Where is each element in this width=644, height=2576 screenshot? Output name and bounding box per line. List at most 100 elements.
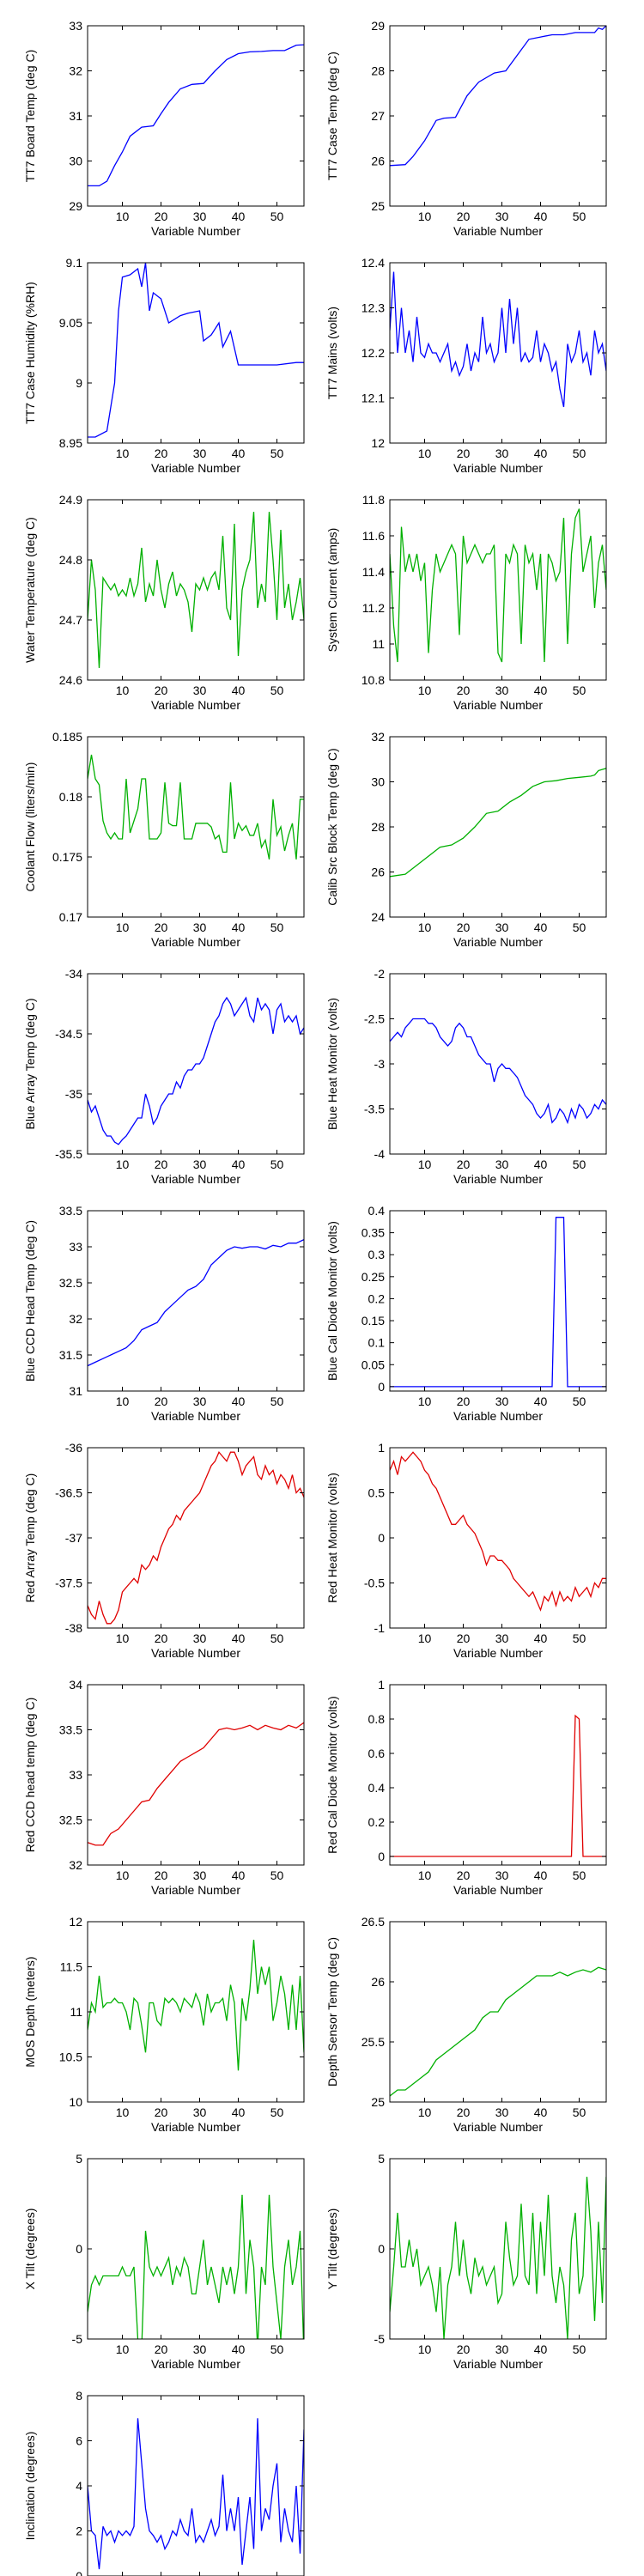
x-axis-label: Variable Number — [453, 935, 543, 949]
y-tick-label: 30 — [69, 155, 82, 168]
x-tick-label: 20 — [457, 1631, 471, 1645]
plot-frame — [87, 1210, 305, 1392]
y-tick-label: 26.5 — [361, 1915, 385, 1929]
y-axis-label: Coolant Flow (liters/min) — [23, 762, 37, 892]
x-tick-label: 10 — [116, 683, 130, 697]
series-line — [390, 1217, 606, 1388]
x-tick-label: 20 — [155, 920, 168, 934]
x-tick-label: 20 — [457, 2342, 471, 2356]
y-tick-label: 12.2 — [361, 346, 385, 360]
x-tick-label: 40 — [232, 1157, 246, 1171]
x-tick-label: 20 — [155, 2105, 168, 2119]
y-tick-label: 11.8 — [362, 493, 385, 507]
y-axis-label: TT7 Case Temp (deg C) — [325, 52, 339, 180]
x-tick-label: 20 — [457, 920, 471, 934]
y-tick-label: 0.17 — [59, 910, 82, 924]
y-tick-label: -5 — [374, 2332, 386, 2346]
x-tick-label: 10 — [418, 1157, 432, 1171]
x-tick-label: 40 — [232, 920, 246, 934]
plot-frame — [389, 1921, 607, 2103]
x-tick-label: 40 — [232, 210, 246, 223]
x-tick-label: 50 — [573, 920, 586, 934]
y-tick-label: 11.4 — [362, 565, 385, 579]
series-line — [390, 1714, 606, 1857]
y-tick-label: 26 — [371, 1975, 385, 1989]
y-tick-label: 31 — [69, 1384, 82, 1398]
x-tick-label: 30 — [193, 920, 207, 934]
y-tick-label: -35.5 — [55, 1147, 82, 1161]
x-tick-label: 30 — [193, 210, 207, 223]
y-tick-label: 12.3 — [361, 301, 385, 315]
y-tick-label: 0.4 — [368, 1781, 386, 1795]
chart-panel: 10 20 30 40 50 -5 0 5 Variable Number Y Tilt (deg… — [325, 2152, 607, 2371]
y-tick-label: 0.25 — [361, 1270, 385, 1284]
x-tick-label: 30 — [495, 2342, 509, 2356]
x-tick-label: 20 — [457, 447, 471, 460]
x-tick-label: 50 — [270, 683, 284, 697]
x-axis-label: Variable Number — [151, 2357, 240, 2371]
plot-frame — [87, 25, 305, 207]
x-tick-label: 50 — [270, 1631, 284, 1645]
x-tick-label: 10 — [116, 210, 130, 223]
y-tick-label: 25 — [371, 2095, 385, 2109]
y-tick-label: -3.5 — [364, 1103, 385, 1116]
series-line — [88, 263, 304, 438]
y-tick-label: 0.2 — [368, 1291, 386, 1305]
x-tick-label: 40 — [534, 1394, 548, 1408]
y-tick-label: 25 — [371, 199, 385, 213]
x-tick-label: 10 — [418, 447, 432, 460]
x-axis-label: Variable Number — [453, 1409, 543, 1423]
y-axis-label: Depth Sensor Temp (deg C) — [325, 1937, 339, 2087]
x-tick-label: 10 — [418, 1868, 432, 1882]
series-line — [88, 511, 304, 669]
y-tick-label: 11 — [70, 2005, 82, 2019]
y-axis-label: Blue Array Temp (deg C) — [23, 998, 37, 1129]
chart-panel: 10 20 30 40 50 -4 -3.5 -3 -2.5 -2 Variable Number B… — [325, 967, 607, 1186]
y-tick-label: 29 — [69, 199, 82, 213]
series-line — [390, 271, 606, 408]
plot-frame — [389, 1684, 607, 1866]
chart-panel: 10 20 30 40 50 31 31.5 32 32.5 33 33.5 Variable Num… — [23, 1204, 305, 1423]
y-axis-label: Calib Src Block Temp (deg C) — [325, 748, 339, 905]
y-tick-label: 11.5 — [60, 1960, 82, 1974]
y-tick-label: 32 — [69, 1858, 82, 1872]
x-tick-label: 50 — [270, 1868, 284, 1882]
y-tick-label: -36.5 — [55, 1486, 82, 1500]
y-tick-label: -34 — [65, 967, 82, 981]
y-tick-label: -34.5 — [55, 1027, 82, 1041]
x-tick-label: 30 — [193, 1394, 207, 1408]
x-tick-label: 30 — [495, 1631, 509, 1645]
x-tick-label: 50 — [573, 2342, 586, 2356]
chart-panel: 10 20 30 40 50 29 30 31 32 33 Variable Number TT7 B… — [23, 19, 305, 238]
chart-panel: 102030405002468Variable NumberInclinatio… — [23, 2389, 305, 2576]
y-axis-label: Red CCD head temp (deg C) — [23, 1698, 37, 1853]
y-axis-label: System Current (amps) — [325, 528, 339, 653]
chart-panel: 10 20 30 40 50 12 12.1 12.2 12.3 12.4 Variable Num… — [325, 256, 607, 475]
x-tick-label: 20 — [457, 2105, 471, 2119]
plot-frame — [87, 973, 305, 1155]
x-axis-label: Variable Number — [453, 2120, 543, 2134]
x-tick-label: 10 — [116, 447, 130, 460]
y-tick-label: 0.4 — [368, 1204, 386, 1218]
y-axis-label: TT7 Case Humidity (%RH) — [23, 282, 37, 424]
x-axis-label: Variable Number — [151, 2120, 240, 2134]
chart-panel: 10 20 30 40 50 -5 0 5 Variable Number X Tilt (deg… — [23, 2152, 305, 2371]
x-tick-label: 50 — [573, 1631, 586, 1645]
x-tick-label: 40 — [232, 683, 246, 697]
y-tick-label: 9.1 — [66, 256, 83, 270]
y-tick-label: 33 — [69, 19, 82, 33]
x-tick-label: 20 — [457, 1868, 471, 1882]
plot-frame — [389, 973, 607, 1155]
x-tick-label: 30 — [495, 1157, 509, 1171]
plot-frame — [389, 2158, 607, 2340]
x-tick-label: 40 — [232, 1394, 246, 1408]
series-line — [88, 754, 304, 860]
y-axis-label: Inclination (degrees) — [23, 2432, 37, 2541]
x-tick-label: 20 — [155, 2342, 168, 2356]
y-tick-label: 32.5 — [59, 1814, 82, 1827]
x-tick-label: 50 — [573, 2105, 586, 2119]
series-line — [88, 44, 304, 187]
x-tick-label: 40 — [534, 1157, 548, 1171]
y-tick-label: 30 — [371, 775, 385, 789]
